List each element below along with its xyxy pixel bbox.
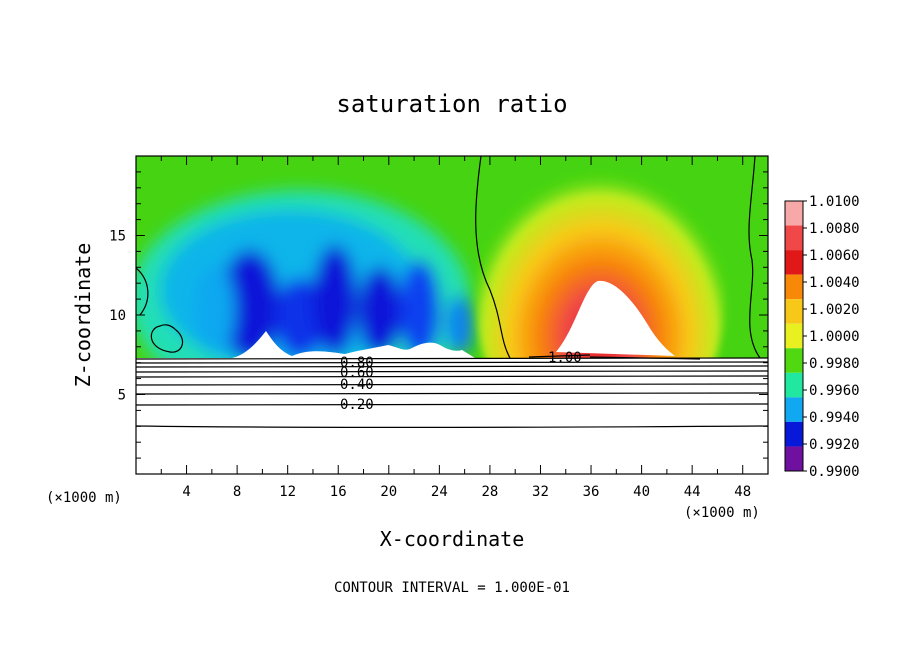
- x-tick-label: 4: [182, 484, 190, 500]
- colorbar-swatch: [785, 225, 803, 251]
- y-tick-label: 10: [109, 308, 126, 324]
- x-tick-label: 8: [233, 484, 241, 500]
- x-tick-label: 48: [734, 484, 751, 500]
- contour-label: 0.40: [340, 377, 374, 393]
- colorbar-swatch: [785, 274, 803, 300]
- colorbar-swatch: [785, 323, 803, 349]
- cool-region-bumps: [232, 331, 475, 358]
- x-axis: 4 8 12 16 20 24 28 32 36 40 44 48: [160, 156, 751, 500]
- contour-label: 1.00: [548, 350, 582, 366]
- colorbar-swatch: [785, 446, 803, 471]
- colorbar-label: 0.9940: [809, 410, 860, 426]
- x-axis-label: X-coordinate: [380, 527, 525, 551]
- colorbar-swatch: [785, 421, 803, 447]
- contour-label: 0.80: [340, 355, 374, 371]
- y-axis: 5 10 15: [109, 171, 768, 459]
- contour-label: 0.60: [340, 365, 374, 381]
- contour-label: 0.20: [340, 397, 374, 413]
- below-surface: [136, 358, 768, 474]
- contour-lines: [136, 156, 768, 429]
- x-tick-label: 36: [583, 484, 600, 500]
- colorbar-swatch: [785, 348, 803, 373]
- heatmap-field: 0.80 0.60 0.40 0.20 1.00: [136, 156, 768, 474]
- colorbar-swatch: [785, 250, 803, 275]
- x-tick-label: 32: [532, 484, 549, 500]
- x-tick-label: 20: [380, 484, 397, 500]
- colorbar-swatch: [785, 299, 803, 324]
- colorbar-label: 0.9980: [809, 356, 860, 372]
- colorbar-label: 1.0100: [809, 194, 860, 210]
- colorbar-label: 0.9920: [809, 437, 860, 453]
- y-axis-label: Z-coordinate: [71, 243, 95, 388]
- saturated-core: [556, 280, 675, 356]
- y-tick-label: 15: [109, 229, 126, 245]
- x-tick-label: 12: [279, 484, 296, 500]
- contour-interval-note: CONTOUR INTERVAL = 1.000E-01: [334, 580, 570, 596]
- x-tick-label: 16: [330, 484, 347, 500]
- colorbar-label: 0.9900: [809, 464, 860, 480]
- x-tick-label: 24: [431, 484, 448, 500]
- colorbar: 1.0100 1.0080 1.0060 1.0040 1.0020 1.0000 0.99…: [784, 194, 860, 480]
- x-tick-label: 28: [481, 484, 498, 500]
- x-tick-label: 44: [684, 484, 701, 500]
- colorbar-label: 0.9960: [809, 383, 860, 399]
- x-unit-left: (×1000 m): [46, 490, 122, 506]
- colorbar-swatch: [785, 201, 803, 226]
- colorbar-label: 1.0080: [809, 221, 860, 237]
- colorbar-label: 1.0060: [809, 248, 860, 264]
- y-tick-label: 5: [118, 388, 126, 404]
- x-unit-right: (×1000 m): [684, 505, 760, 521]
- colorbar-swatch: [785, 372, 803, 398]
- colorbar-label: 1.0040: [809, 275, 860, 291]
- colorbar-label: 1.0020: [809, 302, 860, 318]
- colorbar-label: 1.0000: [809, 329, 860, 345]
- chart-title: saturation ratio: [336, 90, 567, 118]
- colorbar-swatch: [785, 397, 803, 422]
- contour-label-group: 0.80 0.60 0.40 0.20 1.00: [340, 350, 582, 413]
- x-tick-label: 40: [633, 484, 650, 500]
